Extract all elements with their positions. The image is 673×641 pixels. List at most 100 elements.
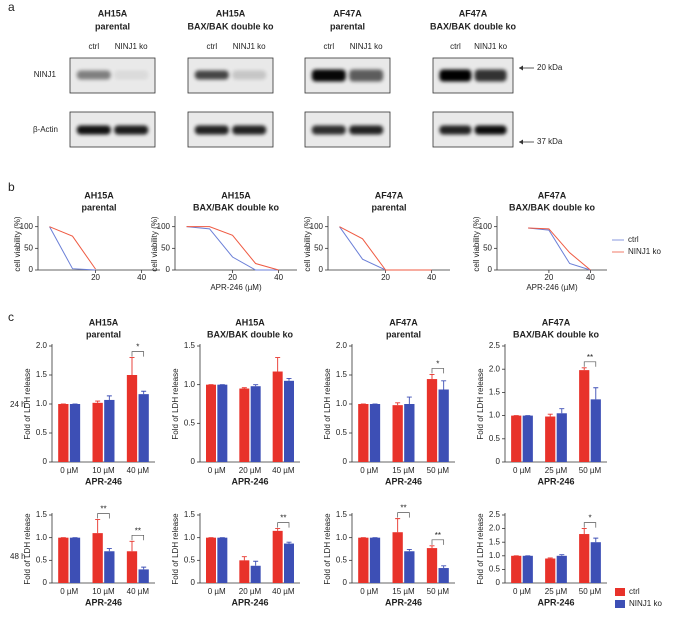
y-tick-label: 0: [343, 578, 348, 587]
error-bar: [429, 545, 435, 549]
bar: [92, 533, 103, 583]
y-tick-label: 50: [483, 243, 492, 252]
y-tick-label: 1.5: [336, 510, 348, 519]
x-tick-label: 50 µM: [427, 587, 450, 596]
line: [186, 226, 279, 271]
x-tick-label: 40: [137, 273, 146, 282]
bar: [217, 384, 228, 462]
line: [339, 226, 432, 271]
x-tick-label: 40 µM: [272, 587, 295, 596]
bar: [392, 405, 403, 462]
x-tick-label: 40 µM: [127, 587, 150, 596]
band: [439, 125, 472, 135]
lane-label: ctrl: [88, 42, 99, 51]
line: [49, 226, 96, 271]
x-tick-label: 0 µM: [360, 466, 378, 475]
x-tick-label: 40: [427, 273, 436, 282]
legend-label: NINJ1 ko: [629, 599, 662, 608]
blot-title: BAX/BAK double ko: [430, 21, 517, 31]
line: [186, 226, 279, 271]
sig-bracket: [97, 513, 110, 519]
error-bar: [547, 557, 553, 559]
error-bar: [559, 408, 565, 414]
blot-title: AH15A: [98, 8, 128, 18]
error-bar: [241, 556, 247, 561]
y-axis-label: cell viability (%): [13, 216, 22, 271]
bar: [69, 404, 81, 462]
y-tick-label: 1.0: [336, 399, 348, 408]
bar: [358, 537, 369, 583]
band: [232, 125, 267, 135]
band: [232, 70, 267, 80]
y-tick-label: 1.5: [36, 510, 48, 519]
y-tick-label: 2.0: [489, 364, 501, 373]
bar: [511, 415, 522, 462]
y-tick-label: 50: [314, 243, 323, 252]
legend-swatch: [615, 600, 625, 608]
x-axis-label: APR-246: [537, 597, 574, 607]
chart-title: AH15A: [221, 190, 251, 200]
error-bar: [406, 549, 412, 552]
y-tick-label: 2.0: [489, 524, 501, 533]
sig-label: **: [280, 514, 286, 523]
bar: [404, 551, 415, 583]
x-tick-label: 0 µM: [60, 466, 78, 475]
y-tick-label: 0.5: [36, 428, 48, 437]
panel-label: a: [8, 0, 15, 14]
y-tick-label: 1.0: [489, 551, 501, 560]
band: [76, 125, 111, 135]
y-tick-label: 1.0: [184, 533, 196, 542]
y-tick-label: 0: [191, 578, 196, 587]
marker-label: 37 kDa: [537, 137, 563, 146]
arrow-head: [519, 65, 523, 71]
x-tick-label: 20: [228, 273, 237, 282]
sig-bracket: [131, 351, 145, 357]
x-tick-label: 20 µM: [239, 587, 262, 596]
bar: [126, 551, 138, 583]
y-axis-label: Fold of LDH release: [323, 368, 332, 440]
error-bar: [95, 519, 101, 534]
sig-bracket: [583, 361, 597, 367]
lane-label: NINJ1 ko: [233, 42, 266, 51]
chart-title: BAX/BAK double ko: [509, 202, 596, 212]
x-tick-label: 0 µM: [360, 587, 378, 596]
bar: [250, 565, 261, 583]
lane-label: NINJ1 ko: [115, 42, 148, 51]
x-tick-label: 15 µM: [392, 587, 415, 596]
x-tick-label: 20: [91, 273, 100, 282]
bar: [556, 413, 567, 462]
sig-bracket: [583, 522, 597, 528]
marker-label: 20 kDa: [537, 63, 563, 72]
bar: [104, 551, 115, 583]
y-tick-label: 0: [29, 265, 34, 274]
x-axis-label: APR-246: [85, 476, 122, 486]
chart-title: parental: [371, 202, 406, 212]
y-tick-label: 0.5: [336, 555, 348, 564]
y-tick-label: 1.0: [489, 411, 501, 420]
x-axis-label: APR-246 (µM): [210, 283, 262, 292]
error-bar: [141, 566, 147, 570]
blot-title: parental: [95, 21, 130, 31]
bar: [590, 399, 601, 462]
sig-bracket: [277, 522, 290, 528]
sig-bracket: [431, 539, 445, 545]
x-tick-label: 20: [544, 273, 553, 282]
blot-title: BAX/BAK double ko: [187, 21, 274, 31]
bar: [511, 555, 522, 583]
bar: [358, 404, 369, 462]
chart-title: BAX/BAK double ko: [193, 202, 280, 212]
sig-label: **: [587, 353, 593, 362]
y-tick-label: 1.5: [184, 510, 196, 519]
y-tick-label: 50: [24, 243, 33, 252]
bar: [104, 399, 115, 462]
legend-label: ctrl: [629, 587, 640, 596]
y-tick-label: 2.5: [489, 341, 501, 350]
row-label: β-Actin: [33, 125, 58, 134]
chart-title: BAX/BAK double ko: [513, 329, 600, 339]
chart-title: AH15A: [235, 317, 265, 327]
blot-title: AH15A: [216, 8, 246, 18]
x-tick-label: 20: [381, 273, 390, 282]
y-tick-label: 1.0: [336, 533, 348, 542]
x-tick-label: 50 µM: [427, 466, 450, 475]
